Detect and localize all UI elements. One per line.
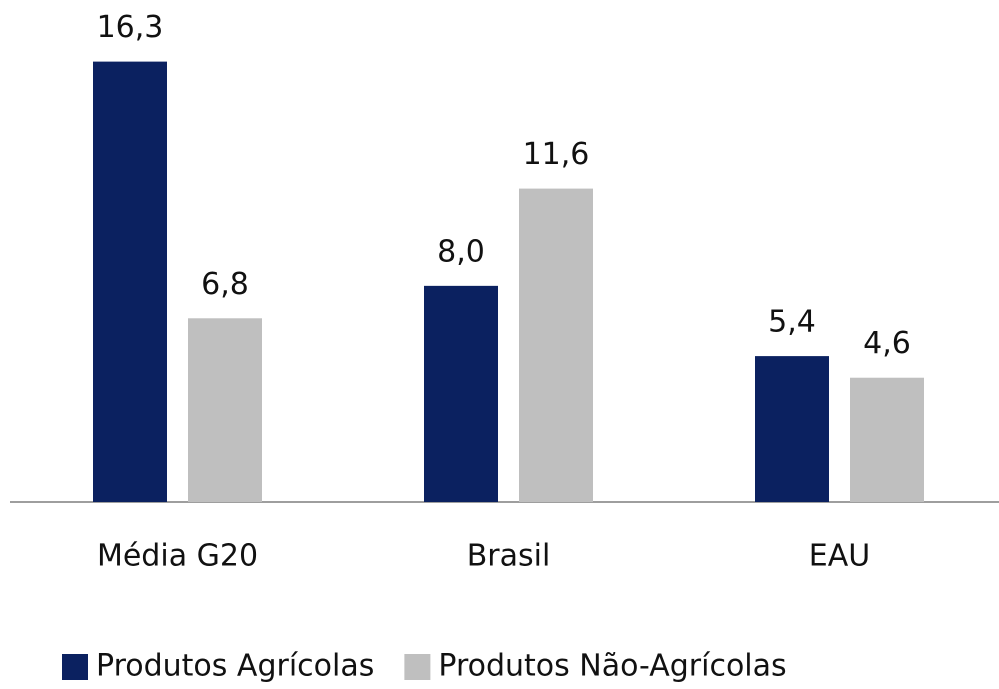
value-label: 16,3	[97, 10, 164, 45]
value-label: 6,8	[201, 267, 249, 302]
x-tick-label: EAU	[809, 539, 870, 574]
legend-swatch	[404, 654, 431, 680]
value-label: 5,4	[768, 305, 816, 340]
x-tick-label: Média G20	[97, 539, 258, 574]
bar	[188, 318, 262, 502]
legend-label: Produtos Não-Agrícolas	[438, 649, 786, 684]
bar	[424, 285, 498, 502]
bar	[850, 377, 924, 502]
legend-label: Produtos Agrícolas	[96, 649, 374, 684]
bar	[519, 188, 593, 502]
bar	[755, 356, 829, 502]
legend-swatch	[62, 654, 88, 680]
value-label: 4,6	[863, 326, 911, 361]
bar	[93, 61, 167, 502]
value-label: 8,0	[437, 234, 485, 269]
value-label: 11,6	[523, 137, 590, 172]
x-tick-label: Brasil	[467, 539, 551, 574]
